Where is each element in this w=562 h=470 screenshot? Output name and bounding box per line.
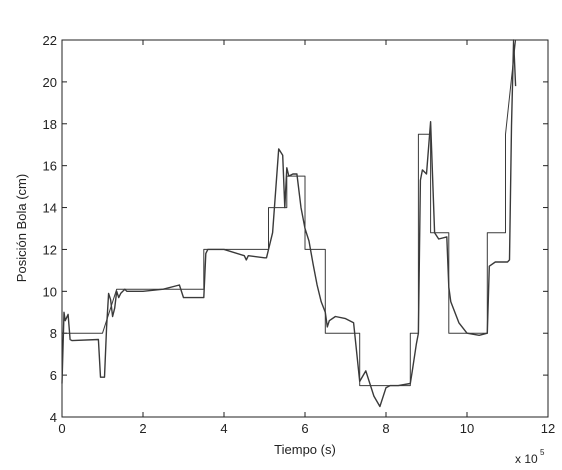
y-tick-label: 16 xyxy=(43,159,57,174)
x-axis-label: Tiempo (s) xyxy=(274,442,336,457)
y-tick-label: 6 xyxy=(50,368,57,383)
x-tick-label: 12 xyxy=(541,421,555,436)
x-tick-label: 4 xyxy=(220,421,227,436)
reference-step-line xyxy=(62,39,517,387)
y-tick-label: 14 xyxy=(43,201,57,216)
y-tick-label: 4 xyxy=(50,410,57,425)
series-layer xyxy=(61,39,517,408)
y-tick-label: 20 xyxy=(43,75,57,90)
x-axis-ticks: 0 2 4 6 8 10 12 xyxy=(58,40,555,436)
y-axis-label: Posición Bola (cm) xyxy=(14,174,29,282)
x-tick-label: 2 xyxy=(139,421,146,436)
y-tick-label: 12 xyxy=(43,242,57,257)
y-tick-label: 8 xyxy=(50,326,57,341)
y-tick-label: 10 xyxy=(43,284,57,299)
x-tick-label: 0 xyxy=(58,421,65,436)
y-axis-ticks: 4 6 8 10 12 14 16 18 20 22 xyxy=(43,33,548,425)
x-tick-label: 8 xyxy=(382,421,389,436)
x-tick-label: 6 xyxy=(301,421,308,436)
y-tick-label: 22 xyxy=(43,33,57,48)
x-axis-multiplier-exponent: 5 xyxy=(540,448,545,457)
x-tick-label: 10 xyxy=(460,421,474,436)
measured-position-line xyxy=(61,39,517,408)
y-tick-label: 18 xyxy=(43,117,57,132)
x-axis-multiplier: x 10 xyxy=(515,452,538,466)
